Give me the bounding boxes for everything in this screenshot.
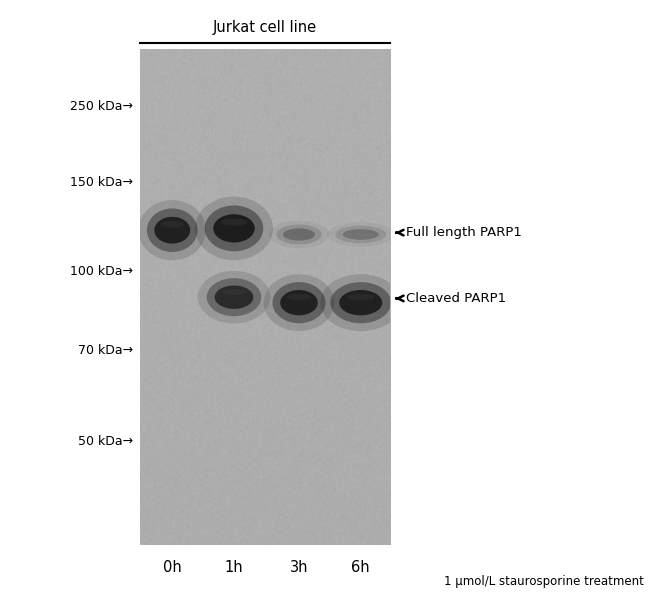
Ellipse shape bbox=[330, 282, 391, 323]
Ellipse shape bbox=[205, 205, 263, 252]
Ellipse shape bbox=[198, 271, 270, 323]
Ellipse shape bbox=[280, 290, 318, 315]
Ellipse shape bbox=[287, 294, 311, 300]
Text: 250 kDa→: 250 kDa→ bbox=[70, 100, 133, 113]
Ellipse shape bbox=[222, 289, 246, 295]
Ellipse shape bbox=[269, 221, 329, 248]
Ellipse shape bbox=[147, 208, 198, 252]
Ellipse shape bbox=[272, 282, 326, 323]
Text: 1 μmol/L staurosporine treatment: 1 μmol/L staurosporine treatment bbox=[443, 575, 644, 588]
Text: WWW.PTGLAB.COM: WWW.PTGLAB.COM bbox=[194, 248, 209, 385]
Text: 0h: 0h bbox=[163, 560, 181, 575]
Ellipse shape bbox=[339, 290, 382, 315]
Ellipse shape bbox=[220, 219, 248, 225]
Text: 50 kDa→: 50 kDa→ bbox=[78, 435, 133, 448]
Ellipse shape bbox=[320, 274, 401, 331]
Ellipse shape bbox=[264, 274, 334, 331]
Text: Full length PARP1: Full length PARP1 bbox=[406, 226, 522, 239]
Ellipse shape bbox=[283, 228, 315, 241]
Ellipse shape bbox=[214, 286, 254, 309]
Ellipse shape bbox=[327, 222, 395, 247]
Text: 3h: 3h bbox=[290, 560, 308, 575]
Text: 1h: 1h bbox=[225, 560, 243, 575]
Text: 100 kDa→: 100 kDa→ bbox=[70, 264, 133, 278]
Text: 150 kDa→: 150 kDa→ bbox=[70, 176, 133, 189]
Ellipse shape bbox=[347, 294, 374, 300]
Ellipse shape bbox=[154, 217, 190, 244]
Ellipse shape bbox=[161, 221, 184, 228]
Text: Cleaved PARP1: Cleaved PARP1 bbox=[406, 292, 506, 305]
Text: 70 kDa→: 70 kDa→ bbox=[78, 343, 133, 357]
Ellipse shape bbox=[335, 226, 386, 243]
Ellipse shape bbox=[213, 214, 255, 242]
Ellipse shape bbox=[343, 229, 379, 240]
Ellipse shape bbox=[138, 200, 206, 261]
Ellipse shape bbox=[207, 278, 261, 316]
Ellipse shape bbox=[195, 197, 273, 260]
Ellipse shape bbox=[276, 225, 322, 244]
Text: 6h: 6h bbox=[352, 560, 370, 575]
Text: Jurkat cell line: Jurkat cell line bbox=[213, 20, 317, 35]
